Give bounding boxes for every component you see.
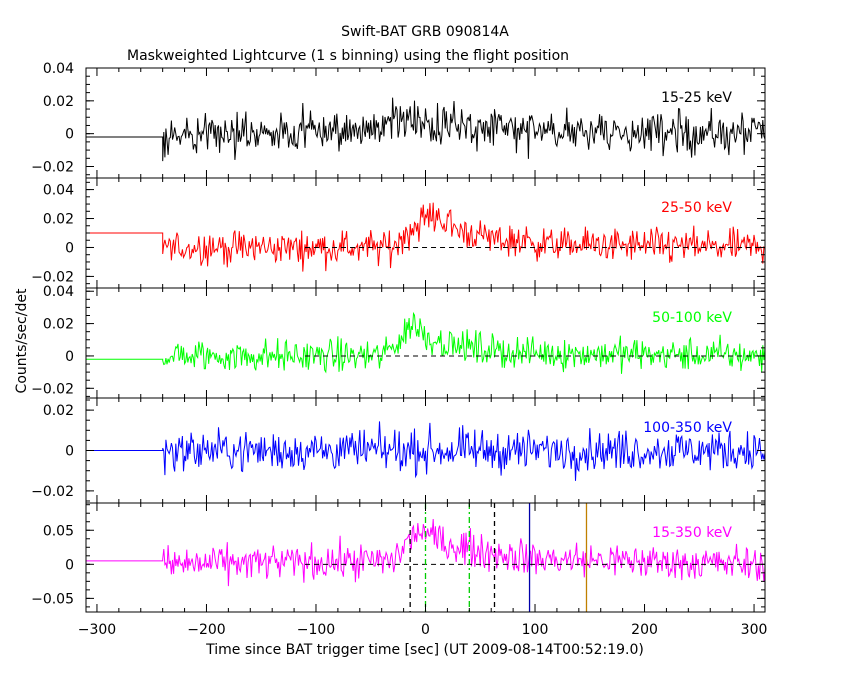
- band-label: 15-25 keV: [661, 90, 732, 106]
- y-tick-label: 0.02: [43, 403, 74, 419]
- y-tick-label: 0.04: [43, 61, 74, 77]
- y-tick-label: 0: [65, 444, 74, 460]
- series-line: [86, 311, 766, 374]
- series-line: [86, 97, 766, 162]
- x-axis-label: Time since BAT trigger time [sec] (UT 20…: [205, 642, 644, 658]
- y-tick-label: 0.04: [43, 284, 74, 300]
- x-tick-label: −300: [78, 622, 116, 638]
- band-label: 25-50 keV: [661, 200, 732, 216]
- band-label: 15-350 keV: [652, 525, 732, 541]
- y-tick-label: 0.05: [43, 523, 74, 539]
- y-tick-label: −0.02: [31, 381, 74, 397]
- panel-50-100-kev: −0.02 0 0.02 0.04 50-100 keV: [31, 284, 766, 399]
- panel-15-350-kev: −0.05 0 0.05 15-350 keV: [31, 502, 766, 613]
- x-tick-label: 100: [522, 622, 549, 638]
- y-tick-label: 0: [65, 240, 74, 256]
- chart-subtitle: Maskweighted Lightcurve (1 s binning) us…: [127, 48, 569, 64]
- x-tick-label: 200: [631, 622, 658, 638]
- series-line: [86, 202, 766, 272]
- x-tick-label: −200: [187, 622, 225, 638]
- y-tick-label: 0: [65, 349, 74, 365]
- y-tick-label: 0.02: [43, 212, 74, 228]
- y-tick-label: 0.04: [43, 183, 74, 199]
- y-tick-label: 0.02: [43, 94, 74, 110]
- y-tick-label: 0: [65, 557, 74, 573]
- panel-100-350-kev: −0.02 0 0.02 100-350 keV: [31, 397, 766, 504]
- series-line: [86, 421, 766, 481]
- y-tick-label: 0.02: [43, 317, 74, 333]
- panels: −0.02 0 0.02 0.04 15-25 keV −0.02 0 0.02 0.04 25-…: [31, 61, 767, 638]
- x-tick-label: 300: [741, 622, 768, 638]
- y-tick-label: −0.05: [31, 591, 74, 607]
- band-label: 50-100 keV: [652, 310, 732, 326]
- band-label: 100-350 keV: [643, 420, 732, 436]
- y-tick-label: −0.02: [31, 484, 74, 500]
- panel-frame: [85, 67, 766, 179]
- series-line: [86, 518, 766, 587]
- y-tick-label: −0.02: [31, 269, 74, 285]
- panel-15-25-kev: −0.02 0 0.02 0.04 15-25 keV: [31, 61, 766, 179]
- y-tick-label: −0.02: [31, 160, 74, 176]
- x-tick-label: 0: [421, 622, 430, 638]
- panel-frame: [85, 177, 766, 289]
- x-tick-label: −100: [297, 622, 335, 638]
- chart-title: Swift-BAT GRB 090814A: [341, 24, 509, 40]
- y-tick-label: 0: [65, 127, 74, 143]
- panel-25-50-kev: −0.02 0 0.02 0.04 25-50 keV: [31, 177, 766, 289]
- y-axis-label: Counts/sec/det: [14, 288, 30, 393]
